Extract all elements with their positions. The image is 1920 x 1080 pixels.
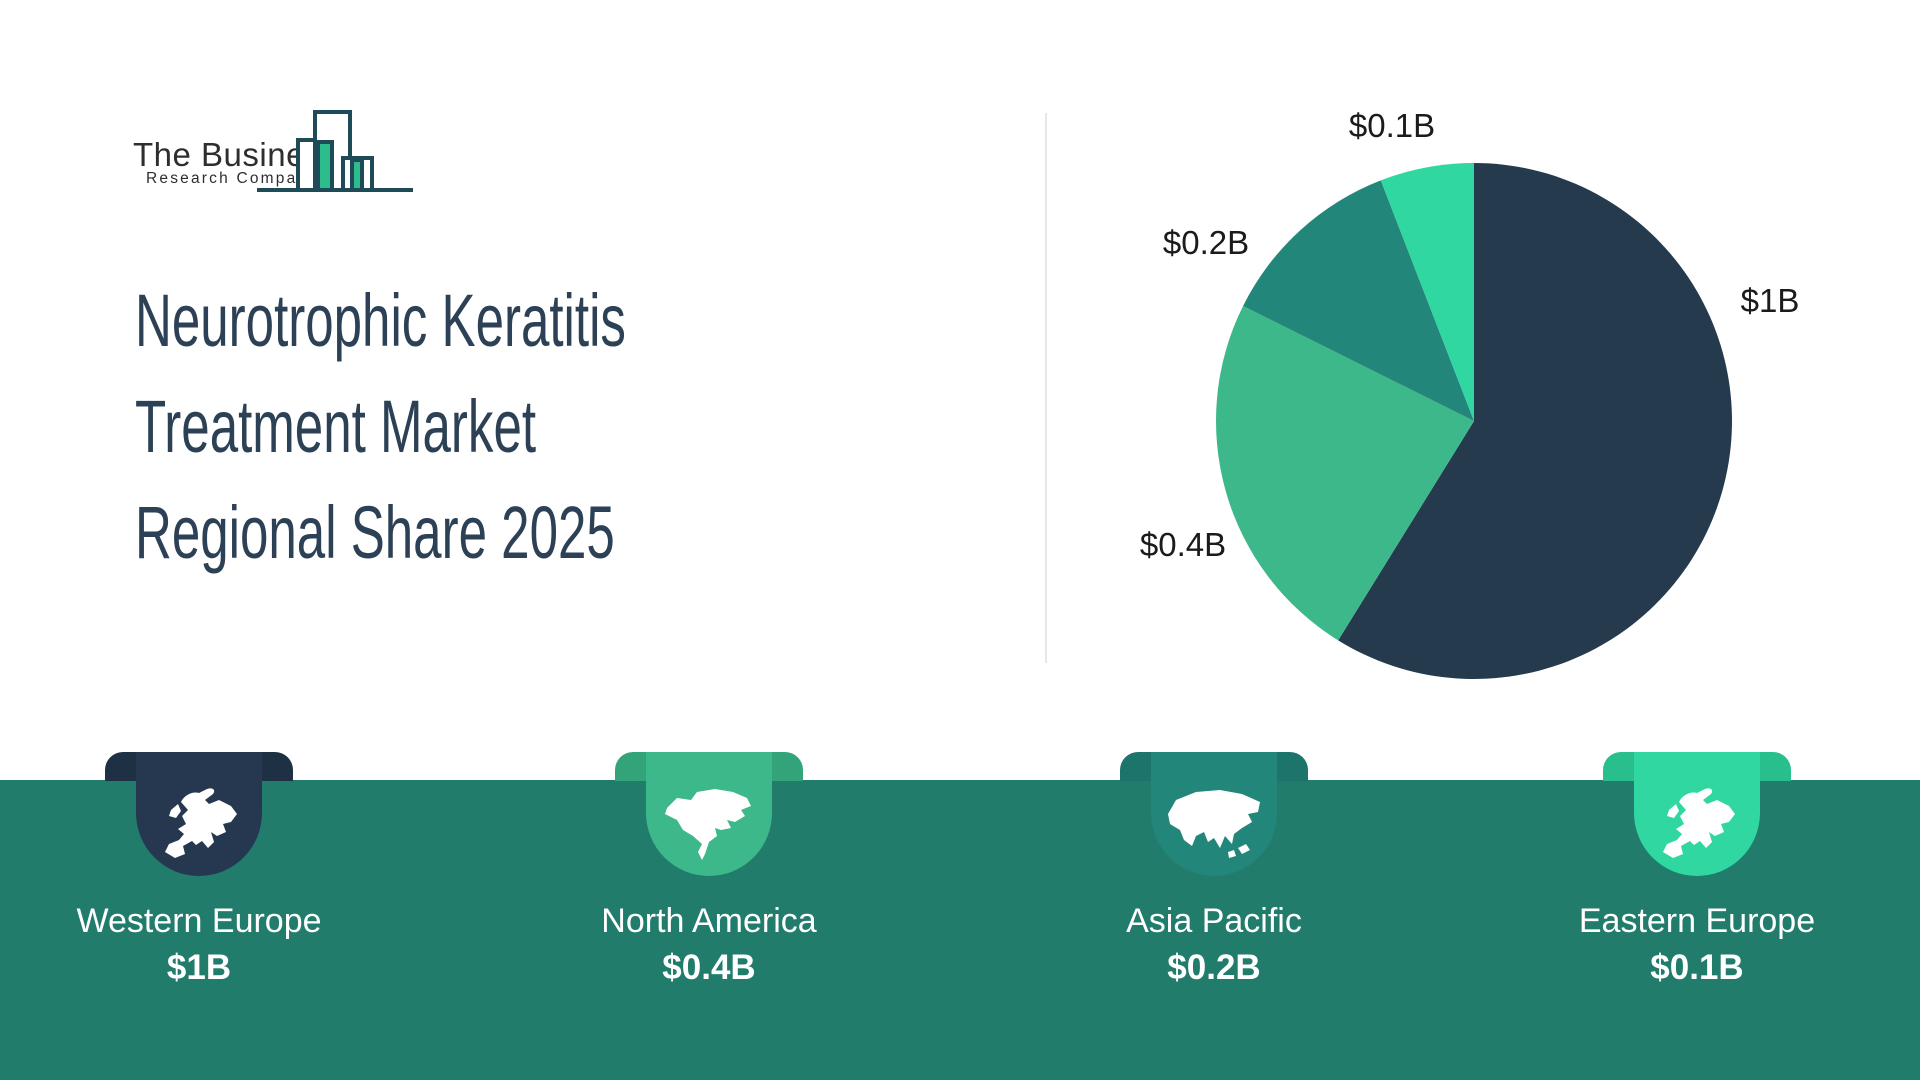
vertical-divider	[1045, 113, 1047, 663]
region-card-asia: Asia Pacific $0.2B	[1064, 752, 1364, 992]
pie-slice-label-asia-pacific: $0.2B	[1162, 224, 1250, 261]
pie-slice-label-eastern-europe: $0.1B	[1348, 107, 1436, 144]
region-value: $0.4B	[662, 948, 756, 987]
bar-chart-logo-icon	[257, 110, 413, 192]
pie-slice-asia-pacific	[1243, 180, 1474, 421]
region-name: Western Europe	[76, 902, 322, 940]
page-title-line-1: Neurotrophic Keratitis	[135, 279, 626, 362]
asia-map-icon	[1168, 790, 1260, 858]
region-name: Asia Pacific	[1126, 902, 1302, 940]
page-title-line-3: Regional Share 2025	[135, 491, 615, 574]
europe-map-icon	[165, 788, 237, 858]
pie-slice-label-western-europe: $1B	[1740, 282, 1800, 319]
pie-slice-label-north-america: $0.4B	[1139, 526, 1227, 563]
bottom-band	[0, 780, 1920, 1080]
europe-map-icon	[1663, 788, 1735, 858]
region-name: Eastern Europe	[1578, 902, 1816, 940]
page-title: Neurotrophic Keratitis Treatment Market …	[135, 268, 626, 586]
region-value: $1B	[166, 948, 232, 987]
region-card-europe: Eastern Europe $0.1B	[1547, 752, 1847, 992]
region-name: North America	[601, 902, 817, 940]
page-title-line-2: Treatment Market	[135, 385, 537, 468]
north-america-map-icon	[665, 789, 751, 860]
region-card-north-america: North America $0.4B	[559, 752, 859, 992]
pie-slice-north-america	[1216, 306, 1474, 641]
region-value: $0.2B	[1167, 948, 1261, 987]
pie-slice-eastern-europe	[1380, 163, 1474, 421]
pie-slice-western-europe	[1338, 163, 1732, 679]
region-card-europe: Western Europe $1B	[49, 752, 349, 992]
region-value: $0.1B	[1650, 948, 1744, 987]
pie-chart	[1216, 163, 1732, 679]
brand-subname: Research Company	[146, 170, 319, 187]
